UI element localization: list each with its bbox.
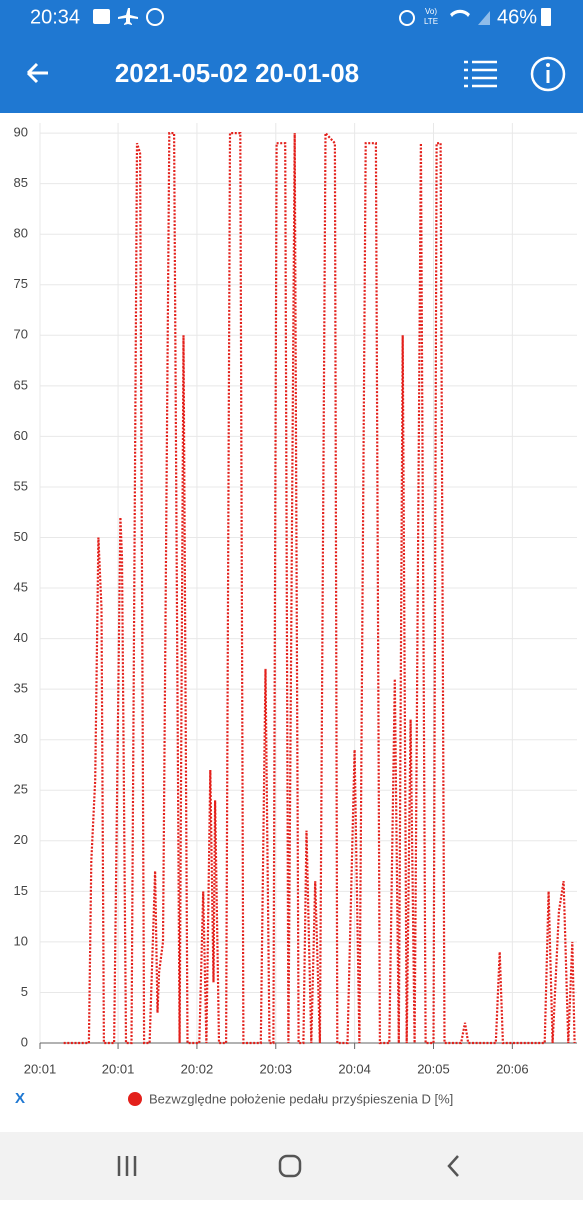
screen-title: 2021-05-02 20-01-08 xyxy=(115,58,359,88)
home-button[interactable] xyxy=(278,1154,302,1178)
y-tick-label: 55 xyxy=(14,478,28,493)
y-tick-label: 35 xyxy=(14,681,28,696)
x-tick-label: 20:05 xyxy=(417,1061,450,1076)
gallery-icon xyxy=(93,9,110,24)
y-tick-label: 0 xyxy=(21,1034,28,1049)
x-tick-label: 20:06 xyxy=(496,1061,529,1076)
status-time: 20:34 xyxy=(30,6,80,28)
y-tick-label: 75 xyxy=(14,276,28,291)
app-bar xyxy=(0,0,583,113)
x-axis-label: X xyxy=(15,1090,25,1107)
list-button[interactable] xyxy=(464,60,497,88)
y-tick-label: 40 xyxy=(14,630,28,645)
alarm-icon xyxy=(399,10,415,26)
y-tick-label: 15 xyxy=(14,883,28,898)
status-icons xyxy=(93,8,551,26)
y-tick-label: 50 xyxy=(14,529,28,544)
plot: 0 5 10 15 20 25 30 35 40 45 50 55 60 65 70 75 80 85 90 20:0… xyxy=(14,123,577,1076)
signal-icon xyxy=(478,11,490,25)
legend-marker xyxy=(128,1092,142,1106)
info-button[interactable] xyxy=(530,56,566,92)
y-tick-label: 90 xyxy=(14,125,28,140)
battery-icon xyxy=(541,8,551,26)
y-tick-label: 65 xyxy=(14,377,28,392)
wifi-icon xyxy=(450,9,470,17)
network-label: Vo) xyxy=(425,7,437,16)
network-label: LTE xyxy=(424,17,438,26)
y-tick-label: 70 xyxy=(14,327,28,342)
legend-label: Bezwzględne położenie pedału przyśpiesze… xyxy=(149,1091,453,1106)
airplane-icon xyxy=(118,8,138,25)
x-tick-label: 20:02 xyxy=(181,1061,214,1076)
x-tick-label: 20:03 xyxy=(260,1061,293,1076)
back-nav-button[interactable] xyxy=(447,1155,459,1177)
y-tick-label: 25 xyxy=(14,782,28,797)
y-tick-label: 45 xyxy=(14,579,28,594)
y-tick-label: 10 xyxy=(14,933,28,948)
y-tick-label: 80 xyxy=(14,226,28,241)
nav-bar xyxy=(0,1132,583,1200)
x-tick-label: 20:01 xyxy=(24,1061,57,1076)
recents-button[interactable] xyxy=(117,1156,137,1176)
whatsapp-icon xyxy=(146,8,164,26)
y-tick-label: 5 xyxy=(21,984,28,999)
y-tick-label: 20 xyxy=(14,832,28,847)
y-tick-label: 85 xyxy=(14,175,28,190)
x-tick-label: 20:04 xyxy=(338,1061,371,1076)
x-tick-label: 20:01 xyxy=(102,1061,135,1076)
battery-level: 46% xyxy=(497,6,537,28)
nav-buttons xyxy=(117,1154,459,1178)
y-tick-label: 60 xyxy=(14,428,28,443)
data-line xyxy=(63,130,576,1045)
y-tick-label: 30 xyxy=(14,731,28,746)
back-button[interactable] xyxy=(26,62,48,84)
